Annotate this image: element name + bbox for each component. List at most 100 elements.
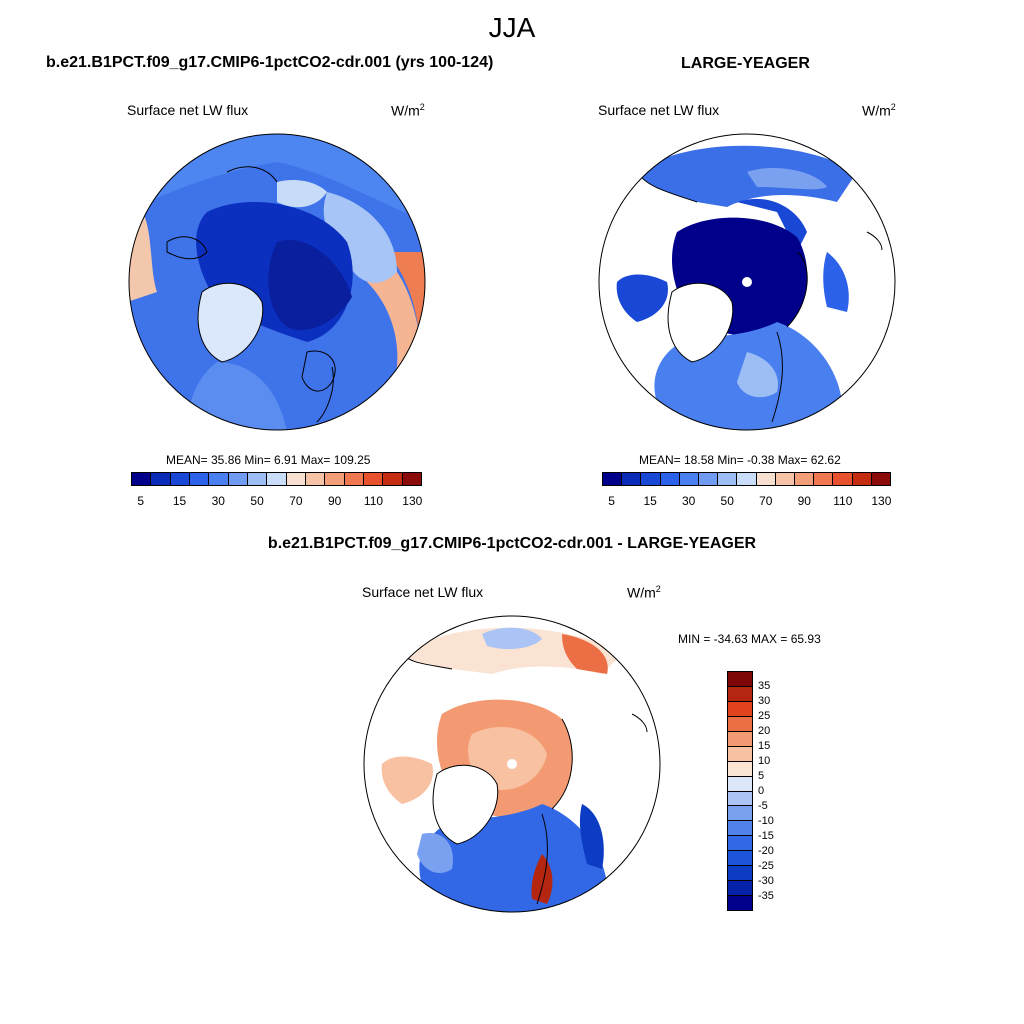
right-colorbar-tick-label: 15 (643, 494, 657, 508)
diff-field-pacific-warm (562, 634, 608, 674)
right-colorbar-swatch (814, 473, 834, 485)
right-colorbar-swatch (699, 473, 719, 485)
right-colorbar-tick-label: 130 (871, 494, 892, 508)
left-colorbar-swatch (402, 473, 421, 485)
left-colorbar-swatch (286, 473, 306, 485)
left-field-east-warm (387, 252, 425, 430)
diff-colorbar-swatch (728, 672, 752, 686)
right-panel-title: LARGE-YEAGER (681, 55, 810, 72)
diff-colorbar-swatch (728, 760, 752, 776)
left-colorbar-tick-label: 110 (363, 494, 384, 508)
left-coastline-d (316, 366, 334, 423)
left-coastline-b (301, 350, 336, 392)
diff-colorbar-swatch (728, 700, 752, 716)
left-colorbar-swatch (267, 473, 287, 485)
right-pole-hole (742, 277, 752, 287)
right-colorbar (602, 472, 891, 486)
right-field-east (823, 252, 849, 312)
left-variable-label: Surface net LW flux (127, 102, 249, 118)
diff-colorbar-swatch (728, 865, 752, 881)
diff-colorbar-swatch (728, 850, 752, 866)
right-colorbar-tick-label: 30 (682, 494, 696, 508)
diff-colorbar-swatch (728, 835, 752, 851)
diff-colorbar-swatch (728, 715, 752, 731)
diff-map-boundary (363, 615, 661, 913)
left-colorbar-ticks: 5 15 30 50 70 90 110 130 (131, 494, 422, 510)
left-colorbar-tick-label: 15 (172, 494, 187, 508)
left-field-pacific-light (277, 180, 327, 208)
diff-coastline-d (631, 713, 648, 733)
diff-field-deep-cool (579, 804, 604, 869)
diff-colorbar-swatch (728, 895, 752, 910)
right-colorbar-swatch (833, 473, 853, 485)
diff-unit-label: W/m2 (627, 584, 661, 601)
diff-colorbar-ticks: -35 -30 -25 -20 -15 -10 -5 0 5 10 15 20 25 30 35 (758, 671, 798, 911)
diff-colorbar-tick-label: 20 (758, 725, 771, 737)
left-colorbar-swatch (189, 473, 210, 485)
diff-colorbar-tick-label: -35 (758, 890, 774, 902)
right-coastline-b (786, 251, 808, 328)
diff-pole-hole (507, 759, 517, 769)
diff-colorbar-swatch (728, 730, 752, 746)
right-colorbar-ticks: 5 15 30 50 70 90 110 130 (602, 494, 891, 510)
right-colorbar-swatch (871, 473, 891, 485)
left-colorbar-swatch (170, 473, 190, 485)
diff-stats: MIN = -34.63 MAX = 65.93 (678, 632, 821, 646)
left-colorbar (131, 472, 422, 486)
right-field-north-light (747, 167, 827, 190)
right-colorbar-tick-label: 90 (797, 494, 811, 508)
left-colorbar-swatch (363, 473, 384, 485)
diff-colorbar-swatch (728, 820, 752, 836)
diff-colorbar-swatch (728, 790, 752, 806)
diff-colorbar-tick-label: 25 (758, 710, 771, 722)
diff-coastline-b (551, 718, 573, 810)
right-colorbar-swatch (795, 473, 815, 485)
left-map-boundary (128, 133, 426, 431)
left-colorbar-swatch (228, 473, 248, 485)
right-field-channel (737, 198, 807, 252)
diff-field-cool-patch (417, 833, 453, 874)
diff-colorbar-tick-label: -10 (758, 815, 774, 827)
left-coastline-a (166, 236, 208, 260)
right-unit-label: W/m2 (862, 102, 896, 119)
right-colorbar-swatch (622, 473, 642, 485)
left-polar-map (128, 133, 426, 431)
diff-variable-label: Surface net LW flux (362, 584, 484, 600)
right-polar-map (598, 133, 896, 431)
diff-polar-map (363, 615, 661, 913)
right-colorbar-tick-label: 110 (833, 494, 853, 508)
right-colorbar-swatch (775, 473, 796, 485)
diff-colorbar-tick-label: -5 (758, 800, 768, 812)
right-colorbar-tick-label: 5 (608, 494, 615, 508)
left-colorbar-tick-label: 90 (328, 494, 342, 508)
right-map-boundary (598, 133, 896, 431)
diff-colorbar-tick-label: -30 (758, 875, 774, 887)
right-colorbar-swatch (660, 473, 680, 485)
diff-colorbar-swatch (728, 775, 752, 791)
right-colorbar-swatch (679, 473, 700, 485)
left-colorbar-swatch (132, 473, 152, 485)
left-colorbar-swatch (305, 473, 326, 485)
diff-colorbar-swatch (728, 685, 752, 701)
right-stats: MEAN= 18.58 Min= -0.38 Max= 62.62 (639, 453, 841, 467)
diff-colorbar-tick-label: 35 (758, 680, 771, 692)
right-coastline-c (771, 331, 783, 423)
right-colorbar-swatch (737, 473, 757, 485)
right-coastline-d (866, 231, 883, 251)
left-panel-title: b.e21.B1PCT.f09_g17.CMIP6-1pctCO2-cdr.00… (46, 54, 494, 71)
left-field-light-band (323, 192, 397, 283)
right-greenland-shape (667, 282, 734, 363)
diff-colorbar-tick-label: -15 (758, 830, 774, 842)
left-coastline-c (226, 166, 278, 183)
left-field-deep-core (268, 240, 352, 331)
right-variable-label: Surface net LW flux (598, 102, 720, 118)
left-colorbar-tick-label: 70 (289, 494, 303, 508)
diff-colorbar-tick-label: 30 (758, 695, 771, 707)
left-greenland-shape (197, 282, 264, 363)
right-colorbar-swatch (718, 473, 738, 485)
left-colorbar-swatch (209, 473, 229, 485)
diff-colorbar-tick-label: -20 (758, 845, 774, 857)
diff-greenland-shape (432, 764, 499, 845)
left-colorbar-swatch (325, 473, 345, 485)
left-colorbar-swatch (344, 473, 364, 485)
